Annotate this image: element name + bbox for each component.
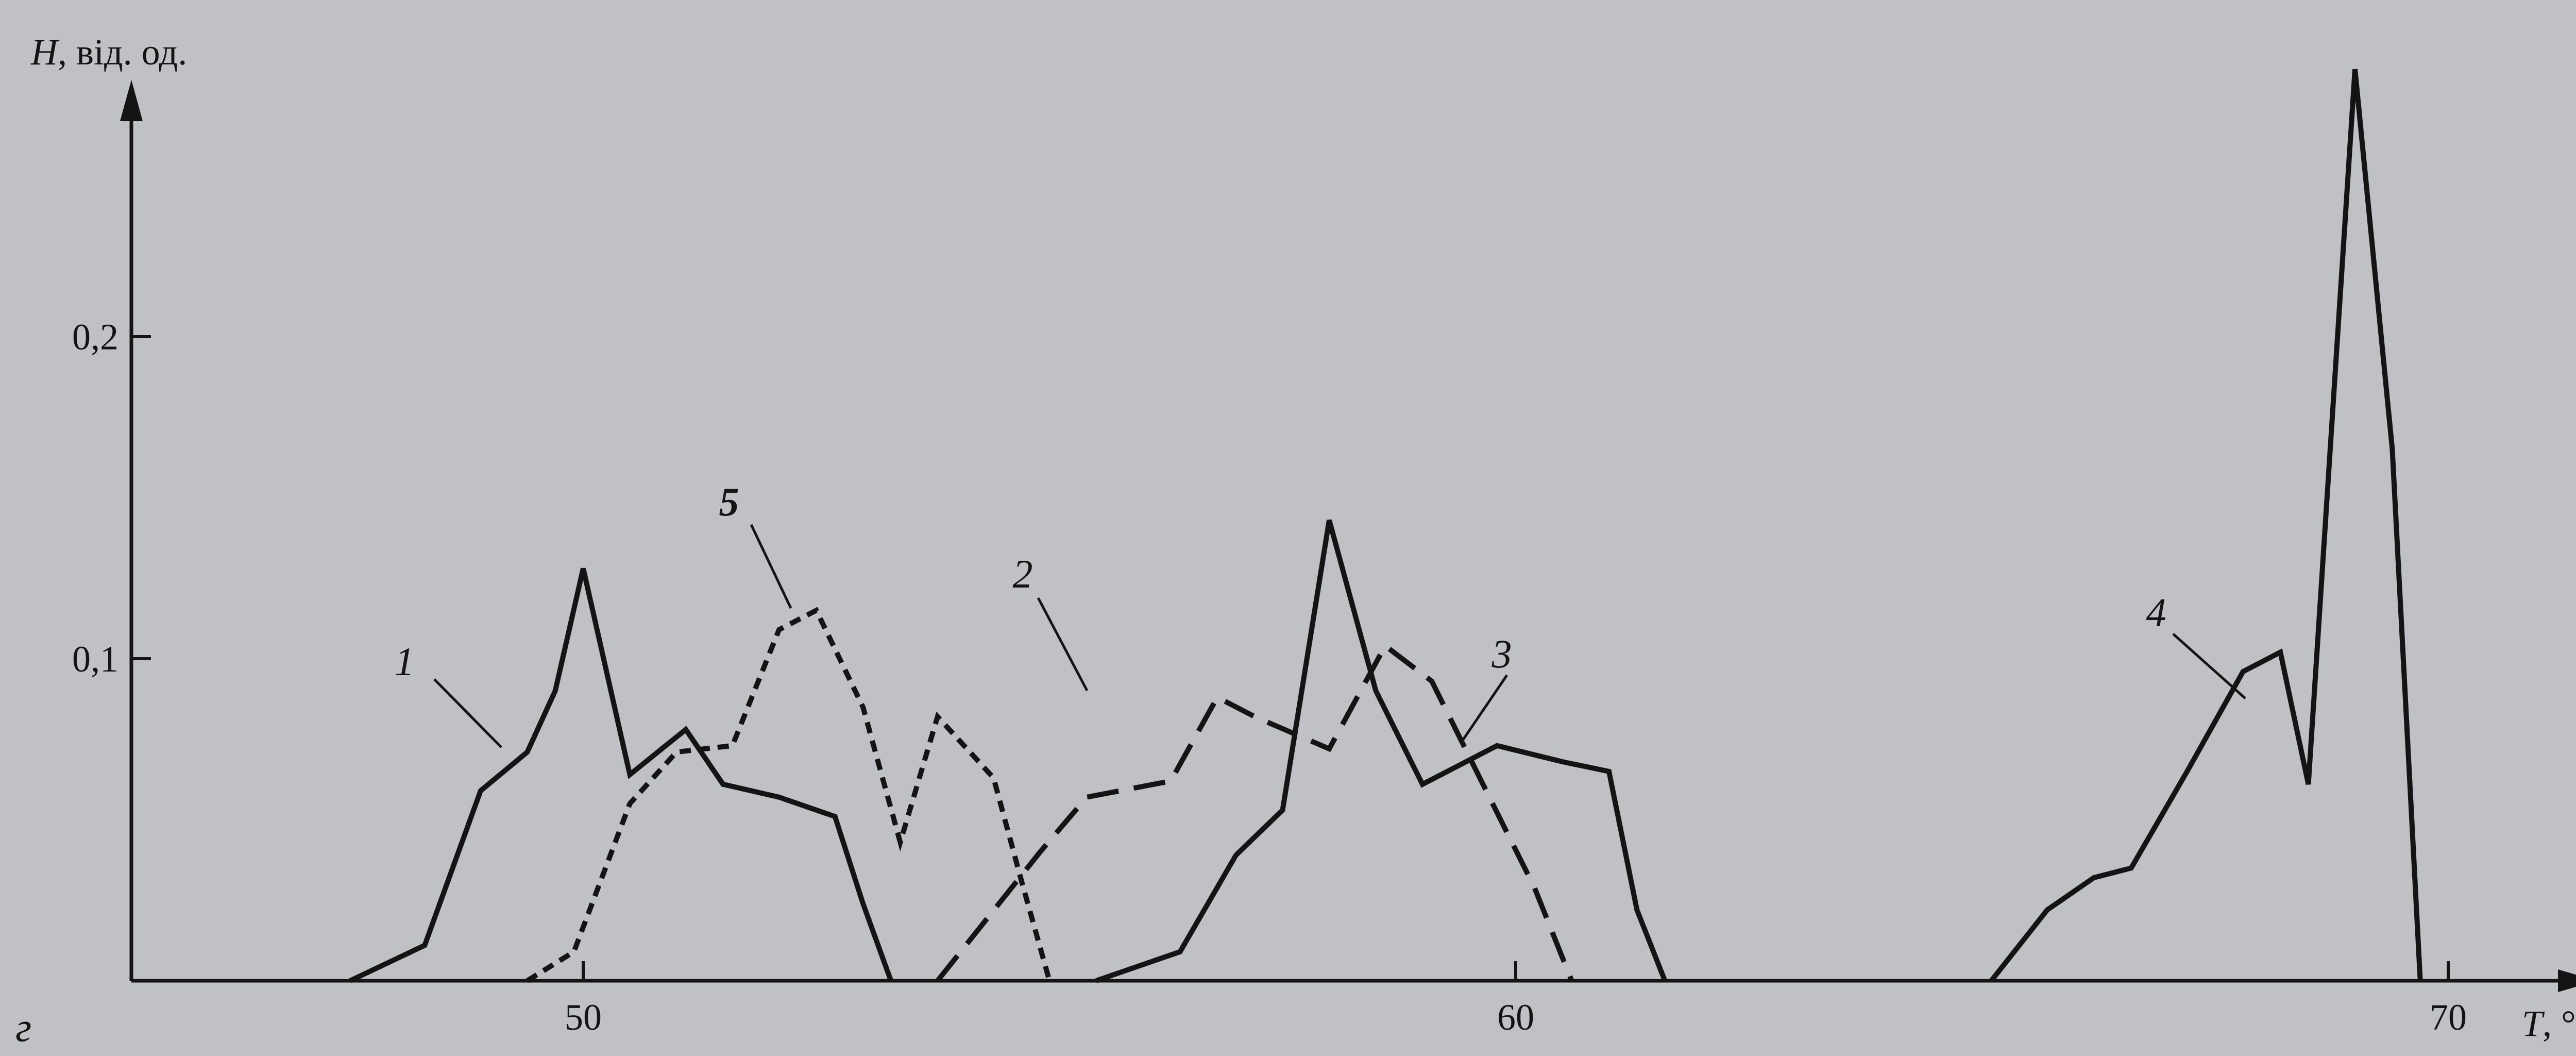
y-axis-variable: H — [30, 31, 60, 73]
y-axis-title: H, від. од. — [30, 31, 187, 73]
series-4-leader — [2172, 633, 2246, 699]
series-5-line — [526, 607, 1052, 983]
ticks: 50 60 70 0,1 0,2 — [72, 316, 2467, 1038]
x-tick-label: 70 — [2430, 997, 2467, 1038]
series-2-leader — [1037, 597, 1089, 692]
series-4-line — [1989, 69, 2423, 983]
series-3-leader — [1462, 674, 1509, 741]
series-4-label: 4 — [2146, 590, 2166, 635]
series-2-line — [935, 642, 1574, 983]
x-axis-variable: T — [2522, 1003, 2545, 1044]
series-3-line — [1095, 519, 1668, 983]
series-1-label: 1 — [395, 639, 415, 684]
series-3-label: 3 — [1492, 631, 1512, 676]
axes — [120, 80, 2576, 992]
x-axis-title: T, °C — [2522, 1003, 2576, 1044]
series-1-line — [349, 567, 894, 983]
x-tick-label: 50 — [565, 997, 602, 1038]
y-tick-label: 0,1 — [72, 639, 118, 680]
series-5-leader — [750, 524, 792, 609]
series-1-leader — [433, 678, 502, 748]
x-axis-unit: , °C — [2543, 1003, 2576, 1044]
y-axis-unit: , від. од. — [58, 31, 187, 73]
series-5-label: 5 — [719, 479, 739, 524]
y-axis-arrow — [120, 80, 143, 121]
x-axis-arrow — [2558, 969, 2576, 992]
series-2-label: 2 — [1013, 551, 1033, 596]
panel-label: г — [15, 1005, 31, 1050]
y-tick-label: 0,2 — [72, 316, 118, 358]
series-layer — [349, 69, 2423, 983]
x-tick-label: 60 — [1497, 997, 1534, 1038]
series-label-leaders: 1 2 3 4 5 — [395, 479, 2246, 748]
